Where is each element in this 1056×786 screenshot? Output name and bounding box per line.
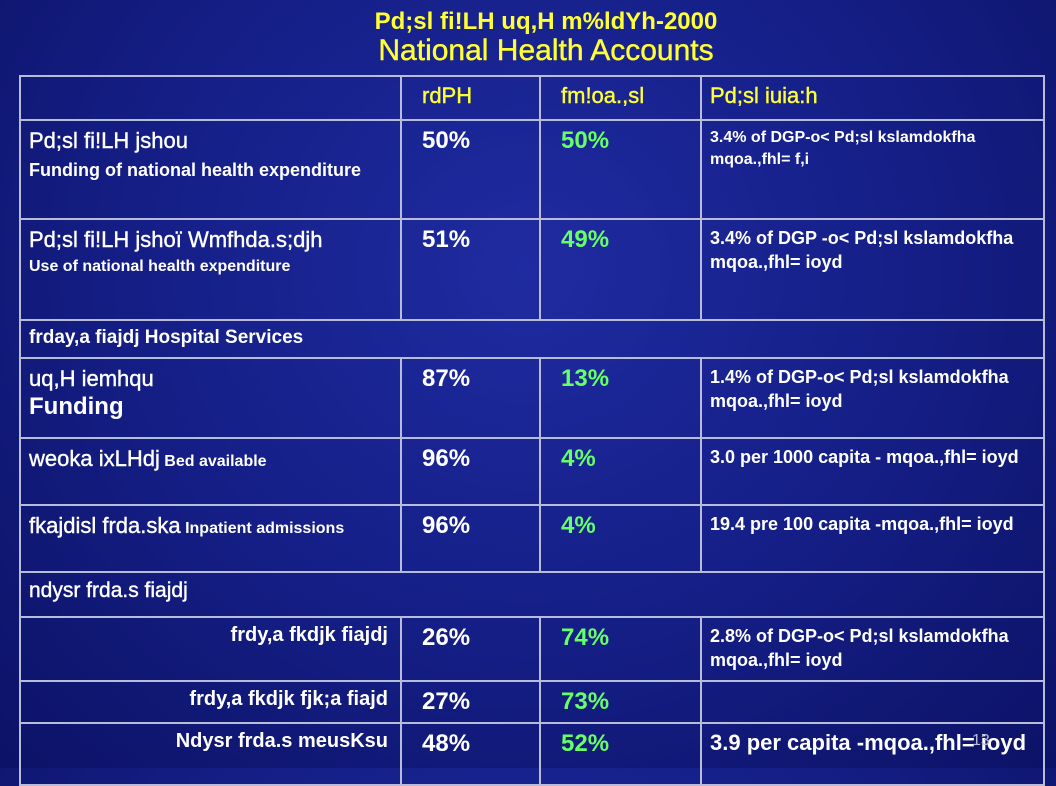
row-sublabel: Funding (29, 393, 124, 420)
row-label: weoka ixLHdj (29, 446, 160, 471)
row-label: frdy,a fkdjk fiajdj (19, 616, 402, 682)
row-note: 1.4% of DGP-o< Pd;sl kslamdokfha mqoa.,f… (700, 357, 1045, 439)
row-note (700, 680, 1045, 724)
public-share: 87% (400, 357, 541, 439)
row-note: 19.4 pre 100 capita -mqoa.,fhl= ioyd (700, 504, 1045, 573)
public-share: 48% (400, 722, 541, 786)
private-share: 74% (539, 616, 702, 682)
private-share: 4% (539, 504, 702, 573)
health-accounts-table: rdPH fm!oa.,sl Pd;sl iuia:h Pd;sl fi!LH … (19, 75, 1045, 786)
public-share: 50% (400, 119, 541, 220)
row-label: Ndysr frda.s meusKsu (19, 722, 402, 786)
row-note: 3.4% of DGP -o< Pd;sl kslamdokfha mqoa.,… (700, 218, 1045, 321)
header-private: fm!oa.,sl (539, 75, 702, 121)
table-row: weoka ixLHdj Bed available 96% 4% 3.0 pe… (19, 437, 1045, 506)
row-sublabel: Funding of national health expenditure (29, 160, 361, 180)
title-english: National Health Accounts (378, 34, 714, 67)
row-label: Pd;sl fi!LH jshou (29, 128, 188, 153)
row-sublabel: Use of national health expenditure (29, 258, 291, 275)
table-row: frdy,a fkdjk fiajdj 26% 74% 2.8% of DGP-… (19, 616, 1045, 682)
table-row: uq,H iemhqu Funding 87% 13% 1.4% of DGP-o… (19, 357, 1045, 439)
table-row: frdy,a fkdjk fjk;a fiajd 27% 73% (19, 680, 1045, 724)
row-label: fkajdisl frda.ska (29, 513, 181, 538)
public-share: 96% (400, 504, 541, 573)
row-label-english: Bed available (164, 453, 267, 470)
row-note: 3.0 per 1000 capita - mqoa.,fhl= ioyd (700, 437, 1045, 506)
private-share: 52% (539, 722, 702, 786)
private-share: 49% (539, 218, 702, 321)
header-public: rdPH (400, 75, 541, 121)
public-share: 27% (400, 680, 541, 724)
title-sinhala: Pd;sl fi!LH uq,H m%ldYh-2000 (374, 8, 718, 35)
header-cell-empty (19, 75, 402, 121)
public-share: 96% (400, 437, 541, 506)
private-share: 50% (539, 119, 702, 220)
row-note: 2.8% of DGP-o< Pd;sl kslamdokfha mqoa.,f… (700, 616, 1045, 682)
slide-title: Pd;sl fi!LH uq,H m%ldYh-2000 National He… (0, 8, 1056, 66)
section-outpatient-services: ndysr frda.s fiajdj (19, 571, 1045, 618)
table-header-row: rdPH fm!oa.,sl Pd;sl iuia:h (19, 75, 1045, 121)
private-share: 73% (539, 680, 702, 724)
table-row: Pd;sl fi!LH jshoï Wmfhda.s;djh Use of nat… (19, 218, 1045, 321)
header-total: Pd;sl iuia:h (700, 75, 1045, 121)
row-label: frdy,a fkdjk fjk;a fiajd (19, 680, 402, 724)
row-label: Pd;sl fi!LH jshoï Wmfhda.s;djh (29, 227, 323, 252)
section-hospital-services: frday,a fiajdj Hospital Services (19, 319, 1045, 359)
row-note: 3.4% of DGP-o< Pd;sl kslamdokfha mqoa.,f… (700, 119, 1045, 220)
table-row: fkajdisl frda.ska Inpatient admissions 9… (19, 504, 1045, 573)
section-row: frday,a fiajdj Hospital Services (19, 319, 1045, 359)
public-share: 51% (400, 218, 541, 321)
row-note: 3.9 per capita -mqoa.,fhl= ioyd (700, 722, 1045, 786)
private-share: 4% (539, 437, 702, 506)
row-label-english: Inpatient admissions (185, 520, 345, 537)
table-row: Ndysr frda.s meusKsu 48% 52% 3.9 per cap… (19, 722, 1045, 786)
slide-number: 13 (972, 732, 990, 749)
row-label: uq,H iemhqu (29, 366, 154, 391)
table-row: Pd;sl fi!LH jshou Funding of national hea… (19, 119, 1045, 220)
public-share: 26% (400, 616, 541, 682)
section-row: ndysr frda.s fiajdj (19, 571, 1045, 618)
private-share: 13% (539, 357, 702, 439)
